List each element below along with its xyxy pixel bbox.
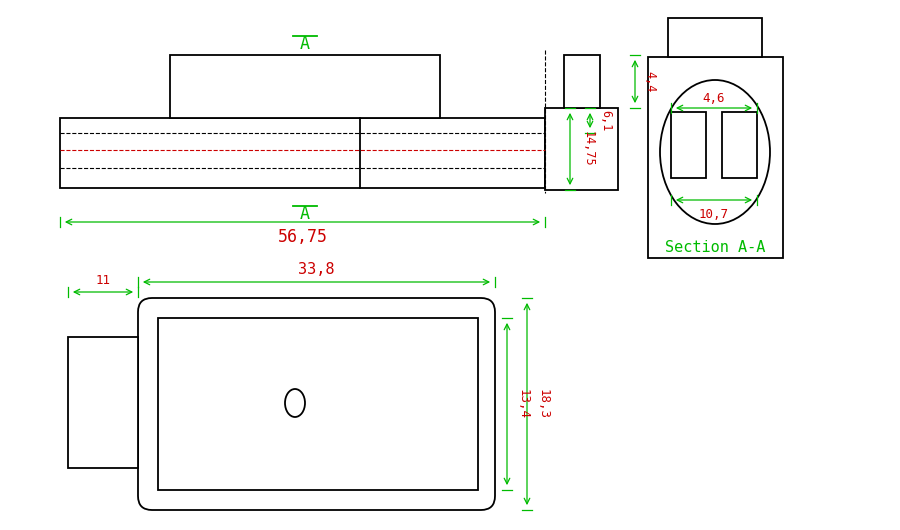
Text: 33,8: 33,8: [298, 262, 335, 278]
Text: 13,4: 13,4: [517, 389, 529, 419]
Text: Section A-A: Section A-A: [665, 241, 765, 255]
Text: A: A: [300, 35, 310, 53]
Bar: [158, 318, 478, 490]
Bar: [545, 108, 618, 190]
Text: 6,1: 6,1: [599, 110, 613, 131]
Text: @taepo.com: @taepo.com: [257, 386, 363, 404]
Bar: [170, 55, 440, 118]
Bar: [648, 57, 783, 258]
Bar: [60, 118, 545, 188]
Text: 56,75: 56,75: [277, 228, 328, 246]
Bar: [68, 337, 138, 468]
Ellipse shape: [285, 389, 305, 417]
Text: 14,75: 14,75: [581, 131, 595, 167]
Bar: [668, 18, 762, 57]
Text: 4,6: 4,6: [703, 92, 725, 104]
Text: 4,4: 4,4: [644, 71, 656, 92]
Text: @taepo.com: @taepo.com: [298, 146, 402, 164]
Text: 18,3: 18,3: [536, 389, 550, 419]
Bar: [722, 112, 757, 178]
Text: 10,7: 10,7: [699, 208, 729, 222]
Text: A: A: [300, 205, 310, 223]
Text: 11: 11: [95, 273, 111, 287]
Bar: [564, 55, 600, 108]
Bar: [671, 112, 706, 178]
Ellipse shape: [660, 80, 770, 224]
FancyBboxPatch shape: [138, 298, 495, 510]
